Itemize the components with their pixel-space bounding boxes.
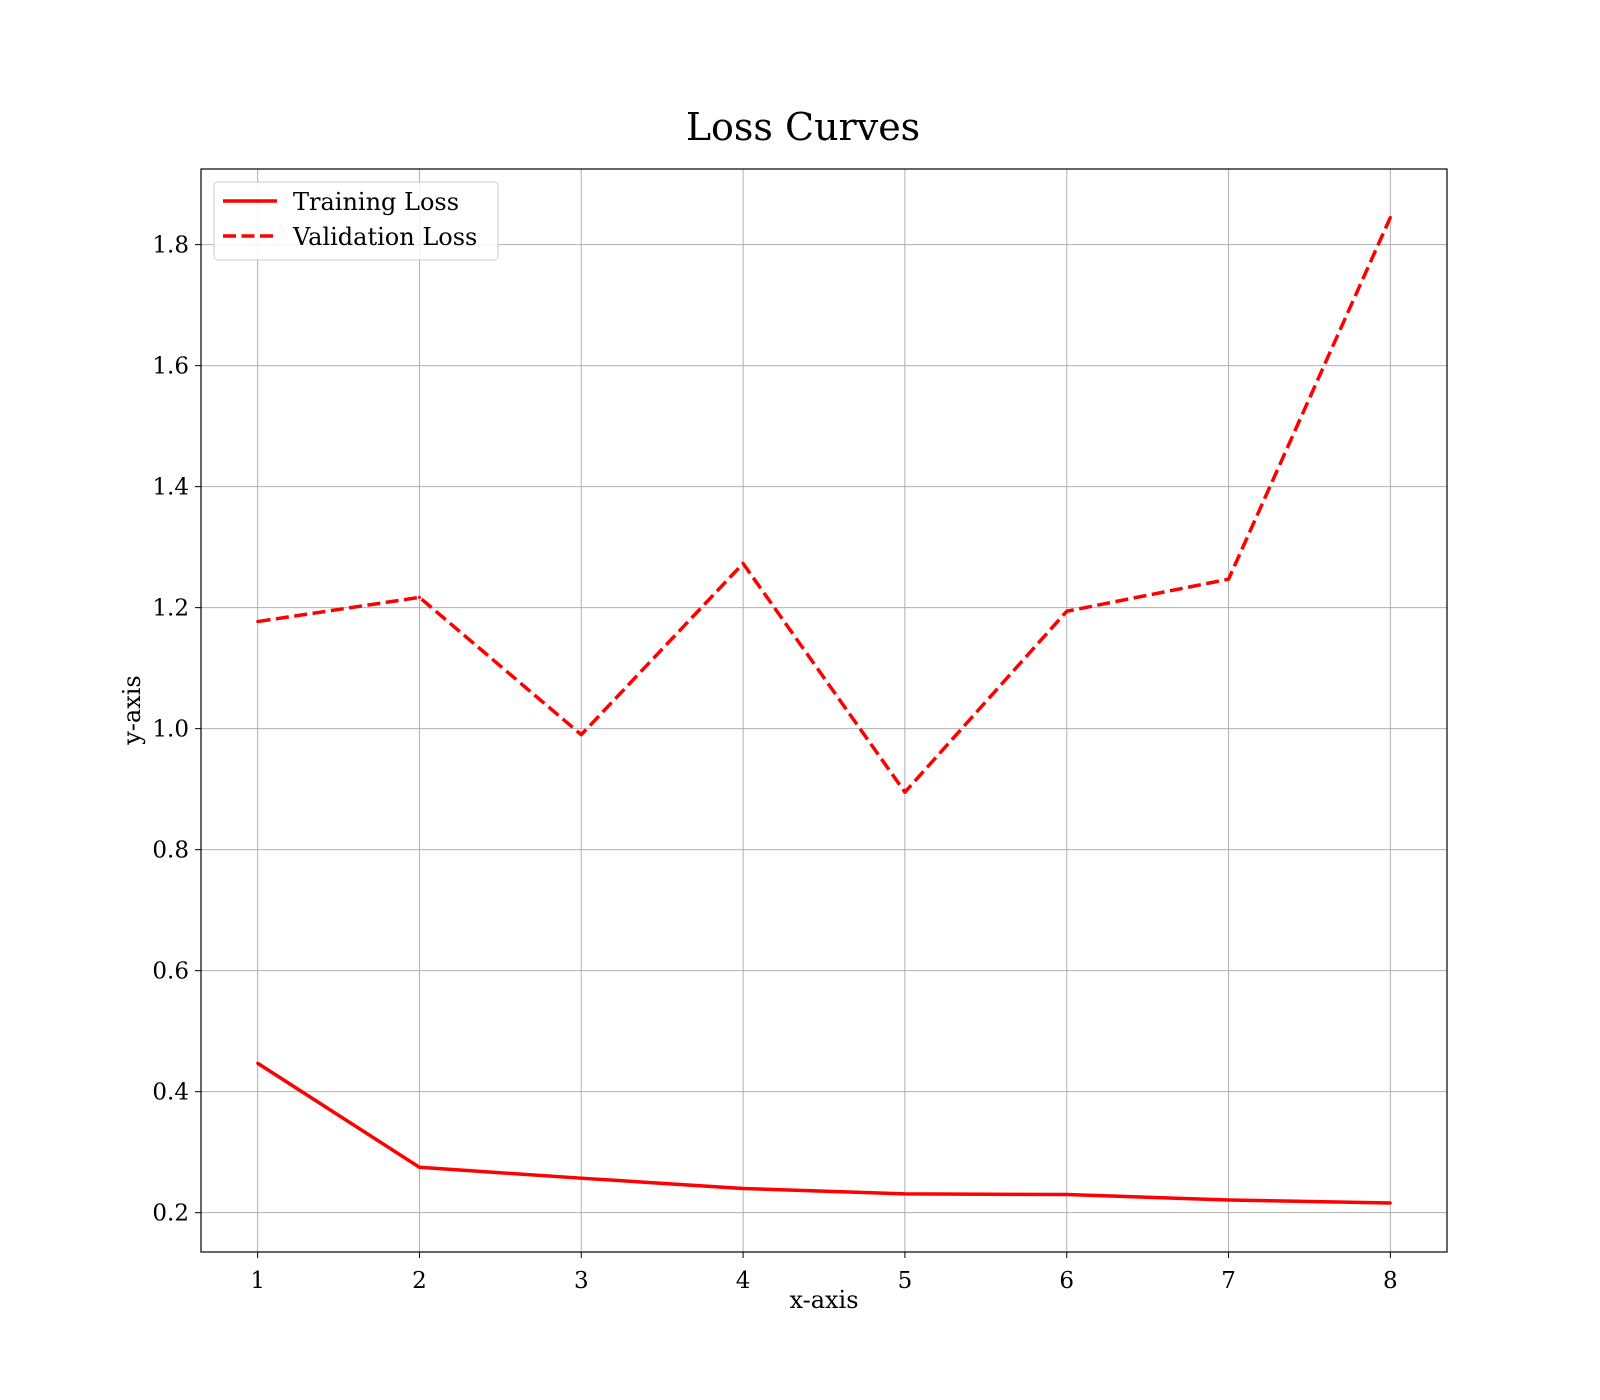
x-tick-label: 3: [574, 1268, 589, 1294]
y-axis-label: y-axis: [118, 675, 146, 746]
validation-loss-line: [257, 216, 1392, 794]
chart-title: Loss Curves: [686, 105, 920, 149]
legend: Training Loss Validation Loss: [213, 181, 499, 261]
grid: [201, 169, 1447, 1252]
legend-label-validation: Validation Loss: [292, 223, 477, 251]
validation-point: [1388, 215, 1392, 219]
y-tick-label: 0.8: [152, 838, 189, 864]
axis-ticks: 1 2 3 4 5 6 7 8 0.2 0.4 0.6 0.8 1.0 1.2 1.4 1.6 1.8: [152, 233, 1397, 1294]
training-point: [903, 1192, 907, 1196]
x-axis-label: x-axis: [789, 1286, 858, 1314]
y-tick-label: 1.6: [152, 354, 189, 380]
training-loss-line: [256, 1061, 1391, 1205]
x-tick-label: 2: [412, 1268, 427, 1294]
validation-point: [579, 733, 583, 737]
training-point: [1388, 1201, 1392, 1205]
y-tick-label: 0.4: [152, 1080, 189, 1106]
y-tick-label: 0.2: [152, 1201, 189, 1227]
y-tick-label: 1.8: [152, 233, 189, 259]
validation-point: [256, 620, 260, 624]
x-tick-label: 5: [898, 1268, 913, 1294]
y-tick-label: 1.2: [152, 596, 189, 622]
legend-label-training: Training Loss: [293, 188, 459, 216]
validation-point: [903, 790, 907, 794]
training-point: [1227, 1198, 1231, 1202]
legend-box: [213, 181, 499, 261]
training-point: [1065, 1193, 1069, 1197]
validation-point: [417, 595, 421, 599]
x-tick-label: 6: [1059, 1268, 1074, 1294]
x-tick-label: 7: [1221, 1268, 1236, 1294]
series-lines: [256, 215, 1392, 1205]
validation-point: [741, 561, 745, 565]
y-tick-label: 1.4: [152, 475, 189, 501]
x-tick-label: 4: [736, 1268, 751, 1294]
y-tick-label: 0.6: [152, 959, 189, 985]
x-tick-label: 8: [1383, 1268, 1398, 1294]
y-tick-label: 1.0: [152, 717, 189, 743]
training-point: [256, 1061, 260, 1065]
validation-point: [1227, 577, 1231, 581]
training-point: [741, 1186, 745, 1190]
x-tick-label: 1: [250, 1268, 265, 1294]
plot-frame: [200, 168, 1448, 1253]
training-point: [579, 1176, 583, 1180]
validation-point: [1065, 609, 1069, 613]
training-point: [417, 1165, 421, 1169]
